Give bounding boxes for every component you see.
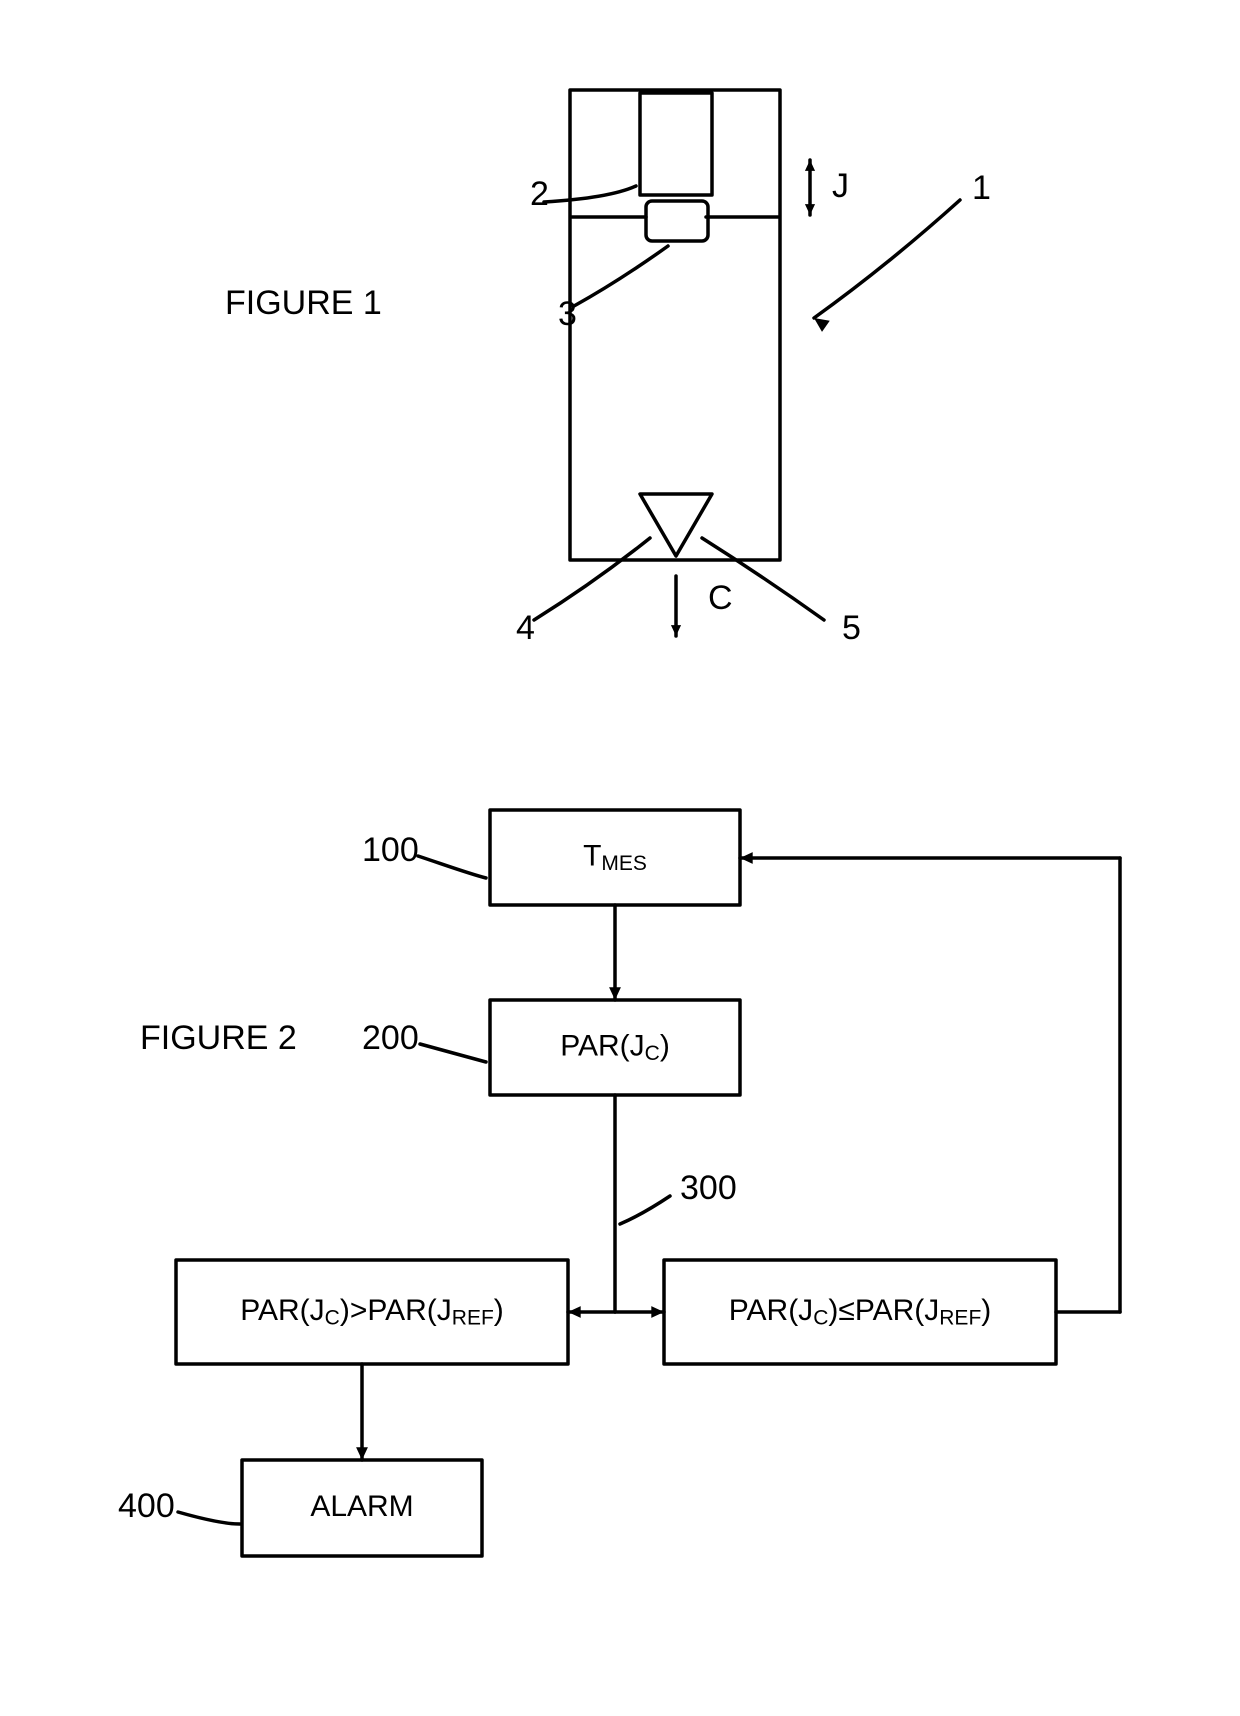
ref-1: 1 [972, 169, 991, 207]
box-100-label: TMES [583, 839, 647, 874]
box-compare-le-label: PAR(JC)≤PAR(JREF) [729, 1294, 992, 1329]
step-label-400: 400 [118, 1487, 175, 1525]
device-funnel [640, 494, 712, 556]
box-200-label: PAR(JC) [560, 1029, 670, 1064]
box-compare-gt-label: PAR(JC)>PAR(JREF) [240, 1294, 504, 1329]
ref-4: 4 [516, 609, 535, 647]
step-label-300: 300 [680, 1169, 737, 1207]
device-block-3 [646, 201, 708, 241]
ref-3: 3 [558, 295, 577, 333]
step-label-100: 100 [362, 831, 419, 869]
box-alarm-label: ALARM [310, 1490, 413, 1523]
ref-2: 2 [530, 175, 549, 213]
label-c: C [708, 579, 733, 617]
device-outer [570, 90, 780, 560]
figure2-title: FIGURE 2 [140, 1019, 297, 1057]
device-inner-top [640, 93, 712, 195]
figure1-title: FIGURE 1 [225, 284, 382, 322]
ref-5: 5 [842, 609, 861, 647]
label-j: J [832, 167, 849, 205]
step-label-200: 200 [362, 1019, 419, 1057]
